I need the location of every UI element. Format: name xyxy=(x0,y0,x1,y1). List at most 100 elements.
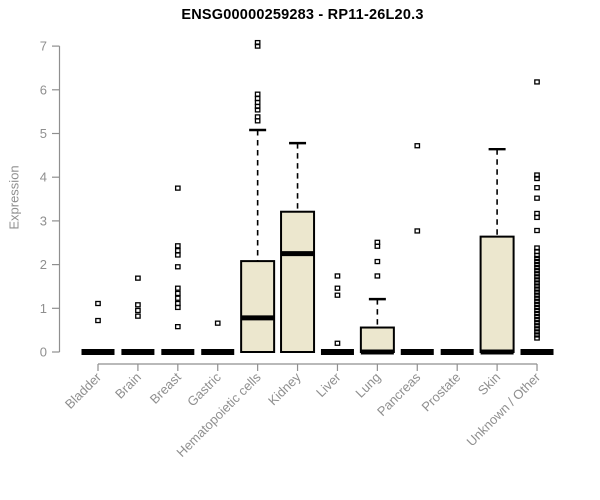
outlier-point xyxy=(174,290,181,297)
x-tick-label-liver: Liver xyxy=(313,369,344,400)
outlier-point xyxy=(174,285,181,291)
boxplot-skin xyxy=(479,148,515,355)
outlier-point xyxy=(135,307,141,314)
outlier-point xyxy=(334,285,341,291)
outlier-point xyxy=(534,261,540,268)
y-tick-label: 0 xyxy=(40,345,47,360)
outlier-point xyxy=(534,286,540,292)
outlier-point xyxy=(534,301,540,308)
outlier-point xyxy=(95,300,101,307)
outlier-point xyxy=(534,185,540,191)
outlier-point xyxy=(334,340,341,346)
y-tick-label: 1 xyxy=(40,301,47,316)
outlier-point xyxy=(534,274,540,280)
x-tick-label-skin: Skin xyxy=(475,370,503,398)
y-tick-label: 6 xyxy=(40,82,47,97)
outlier-point xyxy=(534,79,540,85)
x-tick-label-pancreas: Pancreas xyxy=(374,369,424,419)
outlier-point xyxy=(135,302,141,308)
outlier-point xyxy=(254,91,261,97)
boxplot-breast xyxy=(161,185,195,355)
outlier-point xyxy=(254,114,261,120)
boxplot-pancreas xyxy=(400,143,434,355)
outlier-point xyxy=(174,247,181,254)
outlier-point xyxy=(534,323,540,329)
outlier-point xyxy=(534,265,540,271)
outlier-point xyxy=(135,275,141,281)
zero-median-bar xyxy=(320,349,354,355)
outlier-point xyxy=(254,95,261,102)
outlier-point xyxy=(374,273,381,279)
outlier-point xyxy=(534,310,540,317)
outlier-point xyxy=(174,295,181,301)
outlier-point xyxy=(534,271,540,277)
zero-median-bar xyxy=(121,349,155,355)
outlier-point xyxy=(534,332,540,338)
outlier-point xyxy=(254,39,261,46)
outlier-point xyxy=(534,277,540,283)
outlier-point xyxy=(334,292,341,298)
outlier-point xyxy=(174,324,181,330)
x-tick-label-breast: Breast xyxy=(147,369,184,406)
outlier-point xyxy=(534,280,540,286)
x-tick-label-lung: Lung xyxy=(352,370,383,401)
boxplot-liver xyxy=(320,273,354,355)
outlier-point xyxy=(534,289,540,295)
y-tick-label: 2 xyxy=(40,257,47,272)
boxplot-kidney xyxy=(280,141,316,353)
y-tick-label: 5 xyxy=(40,126,47,141)
outlier-point xyxy=(534,326,540,332)
outlier-point xyxy=(334,273,341,279)
outlier-point xyxy=(135,313,141,319)
outlier-point xyxy=(95,317,101,324)
boxplot-lung xyxy=(359,239,395,355)
y-axis-labels: 0 1 2 3 4 5 6 7 xyxy=(40,39,47,360)
outlier-point xyxy=(374,239,381,245)
box xyxy=(479,235,515,353)
zero-median-bar xyxy=(201,349,235,355)
outlier-point xyxy=(414,228,421,234)
y-tick-label: 3 xyxy=(40,213,47,228)
outlier-point xyxy=(174,264,181,270)
x-tick-label-kidney: Kidney xyxy=(265,369,304,408)
outlier-point xyxy=(534,335,540,341)
outlier-point xyxy=(174,300,181,307)
zero-median-bar xyxy=(400,349,434,355)
box xyxy=(240,260,276,354)
outlier-point xyxy=(534,172,540,178)
outlier-point xyxy=(534,313,540,320)
outlier-point xyxy=(534,255,540,262)
x-tick-label-brain: Brain xyxy=(112,370,144,402)
zero-median-bar xyxy=(440,349,474,355)
outlier-point xyxy=(534,227,540,234)
outlier-point xyxy=(534,320,540,326)
boxplot-hematopoietic-cells xyxy=(240,39,276,354)
y-axis xyxy=(52,45,61,353)
outlier-point xyxy=(534,307,540,314)
zero-median-bar xyxy=(161,349,195,355)
outlier-point xyxy=(534,245,540,251)
boxplot-prostate xyxy=(440,349,474,355)
outlier-point xyxy=(534,292,540,298)
box xyxy=(359,326,395,354)
boxplot-gastric xyxy=(201,320,235,355)
outlier-point xyxy=(174,243,181,249)
boxplot-brain xyxy=(121,275,155,355)
outlier-point xyxy=(534,210,540,217)
x-tick-label-unknown-other: Unknown / Other xyxy=(464,369,544,449)
outlier-point xyxy=(374,258,381,265)
outlier-point xyxy=(534,283,540,289)
zero-median-bar xyxy=(81,349,115,355)
outlier-point xyxy=(534,298,540,304)
outlier-point xyxy=(534,317,540,323)
outlier-point xyxy=(214,320,221,326)
outlier-point xyxy=(174,185,181,191)
x-axis xyxy=(97,363,538,371)
outlier-point xyxy=(414,143,421,149)
outlier-point xyxy=(534,295,540,301)
outlier-point xyxy=(534,268,540,274)
outlier-point xyxy=(174,252,181,258)
